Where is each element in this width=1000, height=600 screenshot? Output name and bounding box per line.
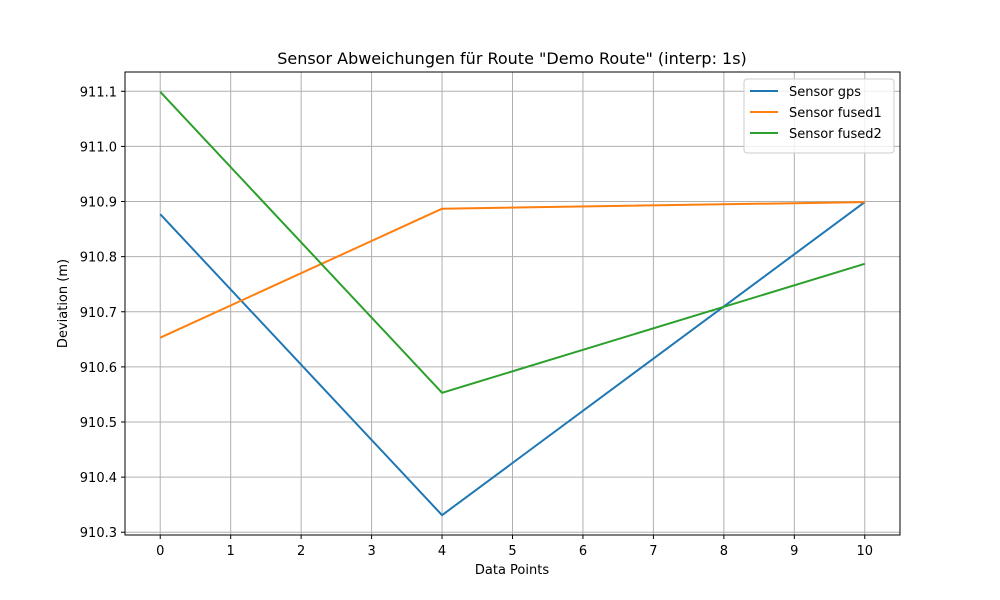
y-tick-label: 910.9 — [80, 196, 117, 211]
x-tick-label: 0 — [156, 544, 164, 559]
y-tick-label: 910.5 — [80, 416, 117, 431]
x-tick-label: 1 — [227, 544, 235, 559]
x-tick-label: 7 — [649, 544, 657, 559]
x-tick-label: 8 — [720, 544, 728, 559]
legend: Sensor gps Sensor fused1 Sensor fused2 — [743, 78, 895, 154]
legend-box — [743, 78, 895, 154]
x-tick-label: 6 — [579, 544, 587, 559]
series-line-2 — [159, 201, 865, 339]
y-axis-label: Deviation (m) — [56, 259, 71, 348]
y-tick-label: 910.8 — [80, 251, 117, 266]
chart-title: Sensor Abweichungen für Route "Demo Rout… — [277, 49, 747, 68]
series-lines — [159, 91, 866, 517]
legend-label-3: Sensor fused2 — [789, 127, 882, 142]
x-tick-label: 5 — [508, 544, 516, 559]
y-tick-label: 910.7 — [80, 306, 117, 321]
x-tick-label: 10 — [856, 544, 873, 559]
x-tick-label: 9 — [790, 544, 798, 559]
x-tick-label: 2 — [297, 544, 305, 559]
series-line-3 — [159, 91, 866, 394]
y-tick-label: 910.3 — [80, 526, 117, 541]
legend-label-1: Sensor gps — [789, 85, 861, 100]
y-tick-label: 911.1 — [80, 85, 117, 100]
x-axis-ticks: 0 1 2 3 4 5 6 7 8 9 10 — [156, 535, 873, 559]
y-axis-ticks: 910.3 910.4 910.5 910.6 910.7 910.8 910.9 911.0… — [80, 85, 125, 541]
y-tick-label: 911.0 — [80, 140, 117, 155]
x-tick-label: 3 — [367, 544, 375, 559]
y-tick-label: 910.4 — [80, 471, 117, 486]
y-tick-label: 910.6 — [80, 361, 117, 376]
legend-label-2: Sensor fused1 — [789, 106, 882, 121]
x-axis-label: Data Points — [475, 563, 549, 578]
x-tick-label: 4 — [438, 544, 446, 559]
